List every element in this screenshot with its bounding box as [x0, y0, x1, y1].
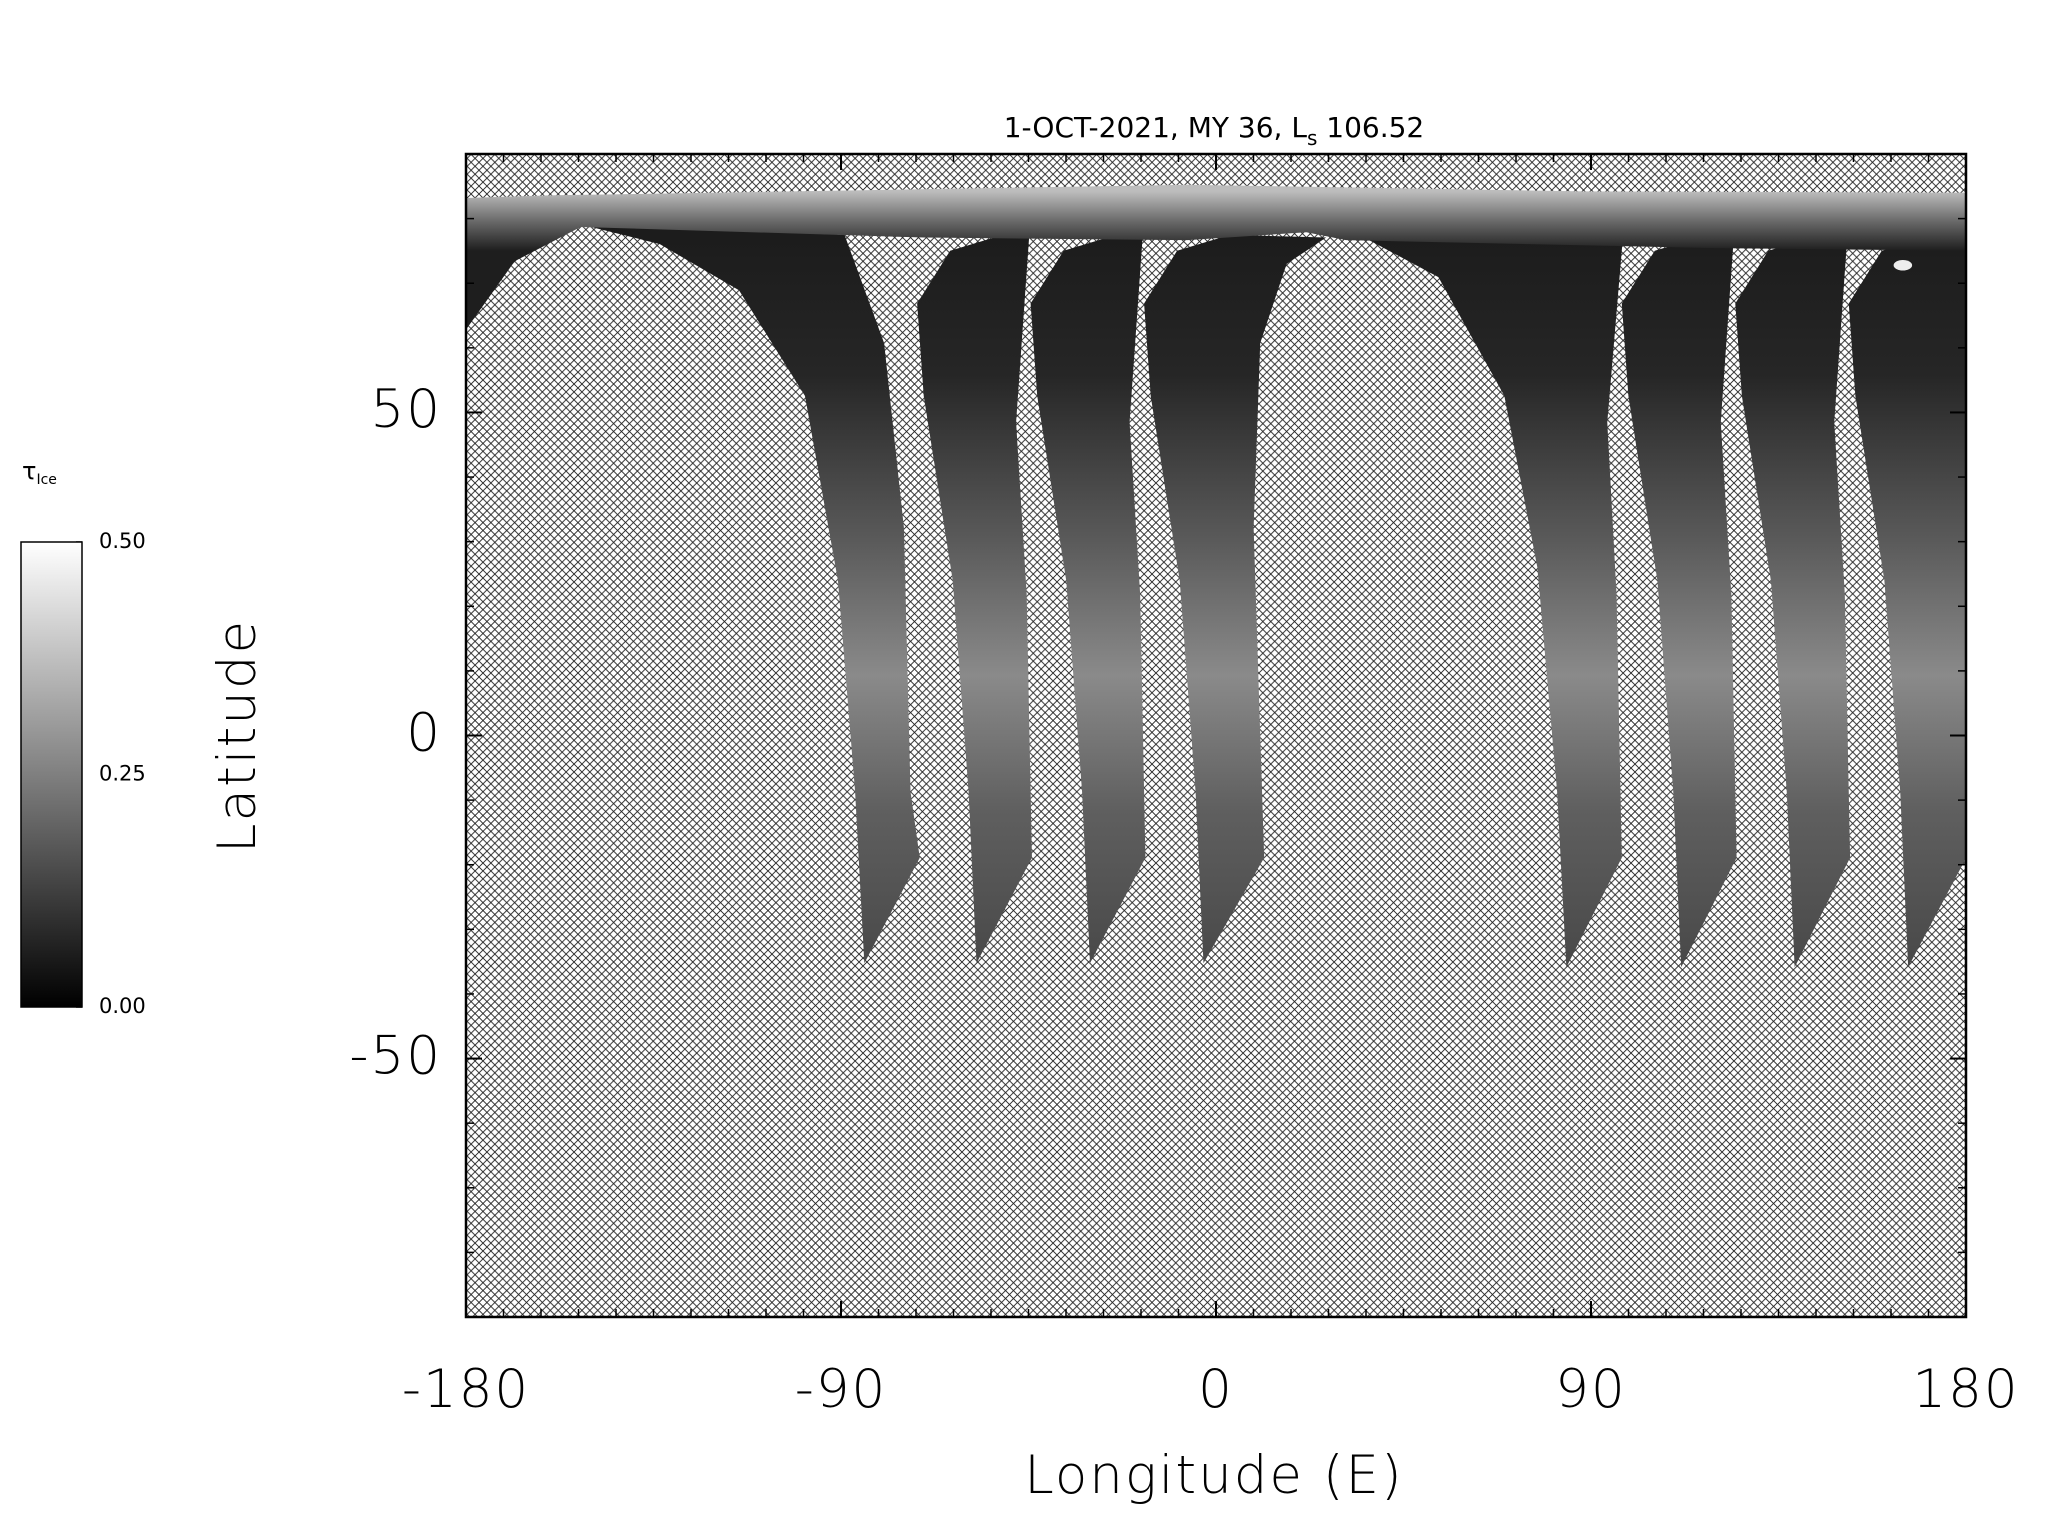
x-tick-label: 90 [1555, 1359, 1626, 1420]
x-tick-label: 0 [1198, 1359, 1234, 1420]
swath [917, 234, 1032, 964]
swath [1144, 234, 1327, 964]
colorbar-tick-label: 0.00 [99, 994, 146, 1018]
colorbar-label: τIce [22, 457, 57, 488]
x-axis-label: Longitude (E) [1024, 1445, 1403, 1506]
map-image [465, 154, 1967, 1317]
y-tick-label: -50 [349, 1025, 442, 1086]
x-tick-label: -90 [795, 1359, 888, 1420]
swath [1735, 234, 1851, 968]
swath [1030, 234, 1146, 964]
swath [1359, 234, 1624, 968]
swath [1848, 234, 1967, 968]
x-tick-label: 180 [1912, 1359, 2019, 1420]
colorbar [20, 541, 83, 1008]
x-tick-label: -180 [402, 1359, 530, 1420]
y-tick-label: 0 [406, 702, 442, 763]
swath [580, 224, 920, 964]
colorbar-tick-label: 0.50 [99, 529, 146, 553]
y-axis-label: Latitude [207, 619, 268, 853]
y-tick-label: 50 [371, 379, 442, 440]
swath [1621, 234, 1737, 968]
colorbar-tick-label: 0.25 [99, 762, 146, 786]
chart-title: 1-OCT-2021, MY 36, Ls 106.52 [1004, 111, 1425, 150]
